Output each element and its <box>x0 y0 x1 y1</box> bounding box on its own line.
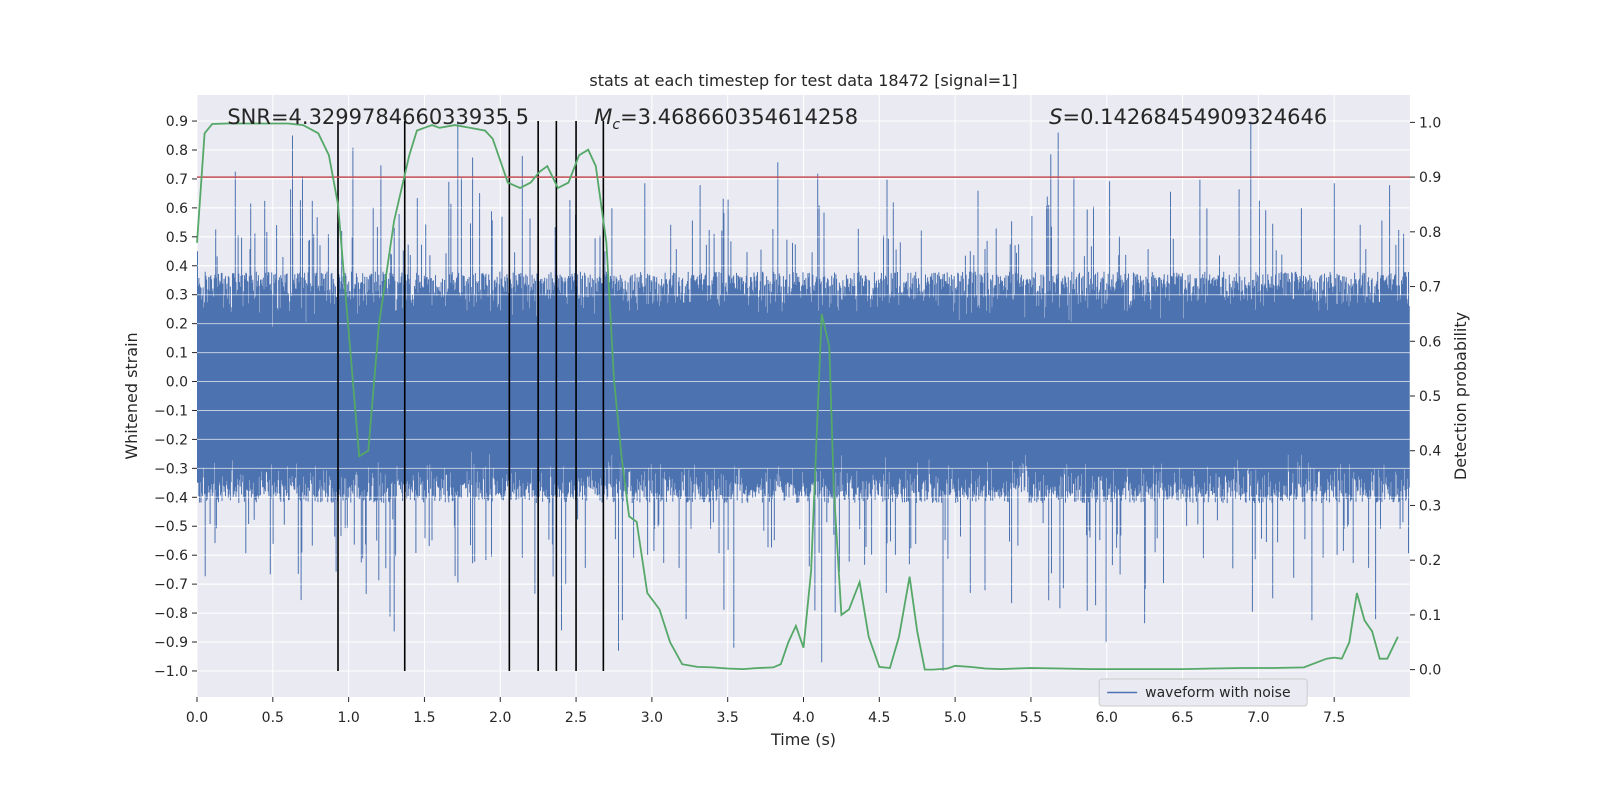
y-tick-label: −0.2 <box>154 432 188 448</box>
y2-tick-label: 0.2 <box>1419 553 1441 569</box>
legend-entry-waveform: waveform with noise <box>1145 685 1290 701</box>
x-tick-label: 4.5 <box>868 710 890 726</box>
y-tick-label: −0.1 <box>154 403 188 419</box>
y-tick-label: −0.5 <box>154 519 188 535</box>
y2-axis-ticks: 1.0 0.9 0.8 0.7 0.6 0.5 0.4 0.3 0.2 0.1 0.0 <box>1410 115 1441 679</box>
y-tick-label: 0.0 <box>166 375 188 391</box>
x-tick-label: 0.5 <box>262 710 284 726</box>
legend: waveform with noise <box>1098 678 1308 707</box>
x-tick-label: 2.0 <box>489 710 511 726</box>
y2-tick-label: 0.9 <box>1419 170 1441 186</box>
snr-annotation: SNR=4.329978466033935 5 <box>227 105 529 129</box>
chirp-mass-subscript: c <box>612 117 620 133</box>
x-axis-label: Time (s) <box>770 730 836 749</box>
y-tick-label: 0.6 <box>166 201 188 217</box>
x-tick-label: 7.5 <box>1323 710 1345 726</box>
vertical-markers <box>337 121 605 671</box>
y-tick-label: −1.0 <box>154 664 188 680</box>
x-tick-label: 5.0 <box>944 710 966 726</box>
y2-tick-label: 0.6 <box>1419 334 1441 350</box>
y-tick-label: −0.4 <box>154 490 188 506</box>
x-tick-label: 1.5 <box>413 710 435 726</box>
y-tick-label: −0.7 <box>154 577 188 593</box>
x-tick-label: 0.0 <box>186 710 208 726</box>
y-tick-label: 0.2 <box>166 317 188 333</box>
y-tick-label: −0.9 <box>154 635 188 651</box>
detection-probability-series <box>196 122 1399 671</box>
y-tick-label: −0.8 <box>154 606 188 622</box>
y-tick-label: 0.7 <box>166 172 188 188</box>
y2-tick-label: 0.4 <box>1419 444 1441 460</box>
y-tick-label: −0.3 <box>154 461 188 477</box>
x-tick-label: 3.0 <box>641 710 663 726</box>
statistic-symbol: S <box>1049 105 1062 129</box>
y2-tick-label: 0.1 <box>1419 608 1441 624</box>
x-tick-label: 7.0 <box>1247 710 1269 726</box>
y2-tick-label: 0.7 <box>1419 280 1441 296</box>
y-tick-label: 0.9 <box>166 114 188 130</box>
x-tick-label: 5.5 <box>1020 710 1042 726</box>
chirp-mass-value: =3.468660354614258 <box>620 105 858 129</box>
y-tick-label: 0.5 <box>166 230 188 246</box>
detection-probability-line <box>196 122 1399 671</box>
statistic-annotation: S=0.14268454909324646 <box>1049 105 1327 129</box>
y-axis-label: Whitened strain <box>122 332 141 459</box>
x-tick-label: 6.0 <box>1096 710 1118 726</box>
statistic-value: =0.14268454909324646 <box>1062 105 1327 129</box>
y-tick-label: 0.4 <box>166 259 188 275</box>
legend-box <box>1098 678 1308 707</box>
y2-tick-label: 0.0 <box>1419 663 1441 679</box>
y2-tick-label: 0.5 <box>1419 389 1441 405</box>
x-tick-label: 2.5 <box>565 710 587 726</box>
chirp-mass-symbol: M <box>594 105 612 129</box>
y-tick-label: 0.3 <box>166 288 188 304</box>
x-tick-label: 1.0 <box>337 710 359 726</box>
x-axis-ticks: 0.0 0.5 1.0 1.5 2.0 2.5 3.0 3.5 4.0 4.5 5.0 5.5 6.0 6… <box>186 697 1345 726</box>
y-tick-label: 0.1 <box>166 346 188 362</box>
y-tick-label: 0.8 <box>166 143 188 159</box>
chirp-mass-annotation: Mc=3.468660354614258 <box>594 105 858 133</box>
y-axis-ticks: 0.9 0.8 0.7 0.6 0.5 0.4 0.3 0.2 0.1 0.0 −0.1 −0.2 −0… <box>154 114 197 680</box>
chart-title: stats at each timestep for test data 184… <box>589 71 1017 90</box>
y-tick-label: −0.6 <box>154 548 188 564</box>
x-tick-label: 6.5 <box>1171 710 1193 726</box>
y2-axis-label: Detection probability <box>1451 312 1470 480</box>
y2-tick-label: 0.8 <box>1419 225 1441 241</box>
y2-tick-label: 1.0 <box>1419 115 1441 131</box>
y2-tick-label: 0.3 <box>1419 498 1441 514</box>
x-tick-label: 4.0 <box>792 710 814 726</box>
x-tick-label: 3.5 <box>717 710 739 726</box>
